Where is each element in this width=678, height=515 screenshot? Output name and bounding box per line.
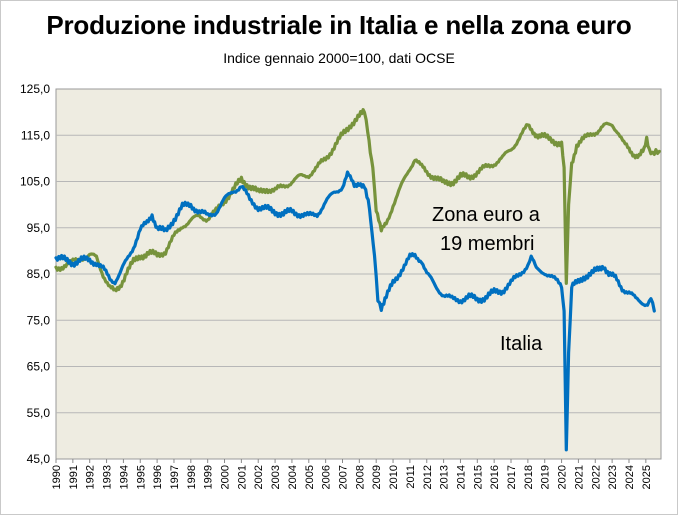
x-tick-label: 2010 xyxy=(388,465,400,489)
x-tick-label: 2015 xyxy=(472,465,484,489)
x-tick-label: 2017 xyxy=(506,465,518,489)
x-tick-label: 2021 xyxy=(573,465,585,489)
y-tick-label: 55,0 xyxy=(27,406,51,420)
y-tick-label: 105,0 xyxy=(20,175,50,189)
x-tick-label: 2012 xyxy=(422,465,434,489)
series-line-italia xyxy=(54,170,656,452)
chart-subtitle: Indice gennaio 2000=100, dati OCSE xyxy=(223,50,455,66)
x-tick-label: 1994 xyxy=(118,465,130,489)
annotation-euro-line1: Zona euro a xyxy=(432,204,541,226)
y-tick-label: 65,0 xyxy=(27,360,51,374)
x-tick-label: 1992 xyxy=(85,465,97,489)
x-tick-label: 2008 xyxy=(354,465,366,489)
annotation-euro-line2: 19 membri xyxy=(440,233,534,255)
y-tick-label: 95,0 xyxy=(27,221,51,235)
x-tick-label: 2002 xyxy=(253,465,265,489)
x-tick-label: 1991 xyxy=(68,465,80,489)
x-tick-label: 2003 xyxy=(270,465,282,489)
x-tick-label: 2023 xyxy=(607,465,619,489)
x-tick-label: 2000 xyxy=(220,465,232,489)
y-axis: 125,0 115,0 105,0 95,0 85,0 75,0 65,0 55,0 45,0 xyxy=(20,82,50,466)
annotation-italia: Italia xyxy=(500,333,543,355)
y-tick-label: 85,0 xyxy=(27,267,51,281)
x-tick-label: 2006 xyxy=(321,465,333,489)
y-tick-label: 75,0 xyxy=(27,313,51,327)
x-tick-label: 2024 xyxy=(624,465,636,489)
x-tick-label: 2013 xyxy=(439,465,451,489)
x-tick-label: 2011 xyxy=(405,465,417,489)
x-tick-label: 2007 xyxy=(337,465,349,489)
chart-title: Produzione industriale in Italia e nella… xyxy=(46,10,632,40)
x-tick-label: 2019 xyxy=(540,465,552,489)
x-tick-label: 2020 xyxy=(557,465,569,489)
x-tick-label: 1993 xyxy=(102,465,114,489)
x-tick-label: 1999 xyxy=(203,465,215,489)
x-tick-label: 2005 xyxy=(304,465,316,489)
x-tick-label: 1998 xyxy=(186,465,198,489)
x-tick-label: 1997 xyxy=(169,465,181,489)
x-tick-label: 1996 xyxy=(152,465,164,489)
series-layer xyxy=(54,108,661,452)
x-tick-label: 1990 xyxy=(51,465,63,489)
x-tick-label: 2001 xyxy=(236,465,248,489)
y-tick-label: 45,0 xyxy=(27,452,51,466)
x-tick-label: 2016 xyxy=(489,465,501,489)
x-tick-label: 2004 xyxy=(287,465,299,489)
x-tick-label: 2014 xyxy=(455,465,467,489)
x-axis: 1990 1991 1992 1993 1994 1995 1996 1997 1998 1999… xyxy=(51,459,653,489)
x-tick-label: 2022 xyxy=(590,465,602,489)
y-tick-label: 115,0 xyxy=(21,128,50,142)
x-tick-label: 2025 xyxy=(641,465,653,489)
x-tick-label: 2009 xyxy=(371,465,383,489)
y-tick-label: 125,0 xyxy=(20,82,50,96)
x-tick-label: 1995 xyxy=(135,465,147,489)
series-line-zona-euro xyxy=(54,108,661,293)
x-tick-label: 2018 xyxy=(523,465,535,489)
